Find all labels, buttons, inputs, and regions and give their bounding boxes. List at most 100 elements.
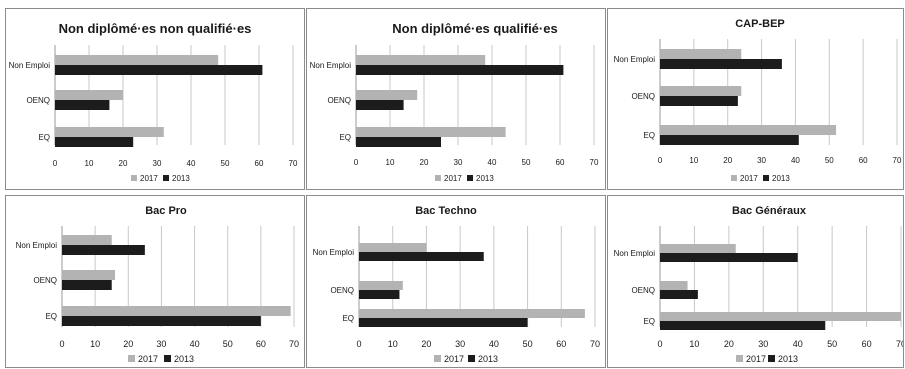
- bar-2017-non-emploi: [55, 55, 219, 65]
- x-tick-label: 60: [556, 339, 566, 349]
- category-label: OENQ: [327, 96, 351, 105]
- plot-area: 0 10 20 30 40 50 60 70 Non Emploi OENQ EQ: [9, 45, 298, 168]
- bar-2017-non-emploi: [62, 235, 112, 245]
- chart-title: Bac Pro: [145, 205, 187, 217]
- bar-2017-eq: [359, 309, 585, 318]
- bar-2013-non-emploi: [62, 245, 145, 255]
- legend-swatch-2017: [131, 175, 137, 181]
- bar-2013-oenq: [660, 290, 698, 299]
- legend: 2017 2013: [131, 174, 190, 183]
- category-label: EQ: [339, 133, 351, 142]
- bar-2013-non-emploi: [359, 252, 484, 261]
- legend-swatch-2017: [736, 355, 743, 362]
- bar-2017-oenq: [660, 281, 688, 290]
- chart-title: Non diplômé·es qualifié·es: [392, 21, 557, 36]
- x-tick-label: 60: [255, 159, 264, 168]
- chart-title: CAP-BEP: [735, 18, 785, 30]
- legend-label-2017: 2017: [140, 174, 158, 183]
- x-tick-label: 30: [455, 339, 465, 349]
- x-tick-label: 20: [421, 339, 431, 349]
- x-tick-label: 50: [523, 339, 533, 349]
- legend-label-2013: 2013: [478, 354, 498, 364]
- x-tick-label: 10: [689, 339, 699, 349]
- legend-label-2017: 2017: [138, 354, 158, 364]
- legend-swatch-2013: [768, 355, 775, 362]
- x-tick-label: 60: [862, 339, 872, 349]
- x-tick-label: 60: [556, 158, 565, 167]
- x-tick-label: 50: [825, 156, 834, 165]
- x-tick-label: 10: [90, 339, 100, 349]
- x-tick-label: 50: [221, 159, 230, 168]
- category-label: Non Emploi: [313, 248, 355, 257]
- x-tick-label: 70: [289, 339, 299, 349]
- category-label: OENQ: [330, 286, 354, 295]
- chart-title: Non diplômé·es non qualifié·es: [59, 21, 252, 36]
- category-label: Non Emploi: [614, 249, 656, 258]
- legend: 2017 2013: [434, 354, 498, 364]
- bar-2017-non-emploi: [660, 49, 742, 59]
- bar-2013-oenq: [62, 280, 112, 290]
- x-tick-label: 0: [59, 339, 64, 349]
- x-tick-label: 70: [896, 339, 903, 349]
- x-tick-label: 20: [420, 158, 429, 167]
- bar-2013-eq: [660, 135, 799, 145]
- x-tick-label: 30: [454, 158, 463, 167]
- x-tick-label: 50: [827, 339, 837, 349]
- legend: 2017 2013: [128, 354, 194, 364]
- x-tick-label: 10: [689, 156, 698, 165]
- x-tick-label: 40: [488, 158, 497, 167]
- bar-2017-non-emploi: [356, 55, 486, 65]
- bar-2017-non-emploi: [359, 243, 427, 252]
- x-tick-label: 20: [723, 156, 732, 165]
- chart-panel-non-diplomes-non-qualifies: Non diplômé·es non qualifié·es 0 10 20 30 40…: [5, 8, 305, 190]
- bar-2017-oenq: [62, 270, 116, 280]
- legend-swatch-2017: [435, 175, 441, 181]
- plot-area: 0 10 20 30 40 50 60 70 Non Emploi OENQ EQ: [614, 39, 902, 165]
- legend-label-2013: 2013: [174, 354, 194, 364]
- x-tick-label: 30: [757, 156, 766, 165]
- category-label: OENQ: [631, 286, 655, 295]
- legend-label-2013: 2013: [172, 174, 190, 183]
- chart-panel-non-diplomes-qualifies: Non diplômé·es qualifié·es 0 10 20 30 40 50 60…: [306, 8, 606, 190]
- legend-swatch-2017: [434, 355, 441, 362]
- category-label: OENQ: [631, 92, 655, 101]
- chart-svg: Bac Techno 0 10 20 30 40 50 60 70 Non Emploi OENQ…: [313, 205, 600, 364]
- legend: 2017 2013: [731, 174, 790, 183]
- x-tick-label: 60: [256, 339, 266, 349]
- category-label: OENQ: [26, 96, 50, 105]
- legend-swatch-2013: [763, 175, 769, 181]
- legend-swatch-2013: [468, 355, 475, 362]
- bar-2017-non-emploi: [660, 244, 736, 253]
- x-tick-label: 0: [658, 156, 663, 165]
- legend-swatch-2013: [467, 175, 473, 181]
- bar-2017-oenq: [660, 86, 742, 96]
- category-label: EQ: [45, 312, 57, 321]
- category-label: OENQ: [33, 276, 57, 285]
- plot-area: 0 10 20 30 40 50 60 70 Non Emploi OENQ EQ: [16, 226, 299, 349]
- chart-panel-cap-bep: CAP-BEP 0 10 20 30 40 50 60 70 Non Emploi OENQ EQ …: [607, 8, 904, 190]
- bar-2017-eq: [55, 127, 164, 137]
- legend: 2017 2013: [736, 354, 798, 364]
- bar-2013-eq: [660, 321, 826, 330]
- bar-2013-eq: [55, 137, 134, 147]
- legend: 2017 2013: [435, 174, 494, 183]
- x-tick-label: 10: [386, 158, 395, 167]
- plot-area: 0 10 20 30 40 50 60 70 Non Emploi OENQ EQ: [310, 45, 599, 167]
- bar-2013-eq: [356, 137, 441, 147]
- chart-panel-bac-pro: Bac Pro 0 10 20 30 40 50 60 70 Non Emploi OENQ EQ …: [5, 195, 305, 368]
- chart-panel-bac-generaux: Bac Généraux 0 10 20 30 40 50 60 70 Non Emploi OE…: [607, 195, 904, 368]
- legend-label-2013: 2013: [476, 174, 494, 183]
- bar-2013-non-emploi: [356, 65, 564, 75]
- category-label: EQ: [342, 314, 354, 323]
- bar-2017-eq: [62, 306, 291, 316]
- category-label: Non Emploi: [9, 61, 51, 70]
- category-label: Non Emploi: [614, 55, 656, 64]
- x-tick-label: 20: [123, 339, 133, 349]
- legend-swatch-2013: [164, 355, 171, 362]
- bar-2017-oenq: [356, 90, 418, 100]
- bar-2013-eq: [62, 316, 261, 326]
- plot-area: 0 10 20 30 40 50 60 70 Non Emploi OENQ EQ: [313, 226, 600, 349]
- chart-panel-bac-techno: Bac Techno 0 10 20 30 40 50 60 70 Non Emploi OENQ…: [306, 195, 606, 368]
